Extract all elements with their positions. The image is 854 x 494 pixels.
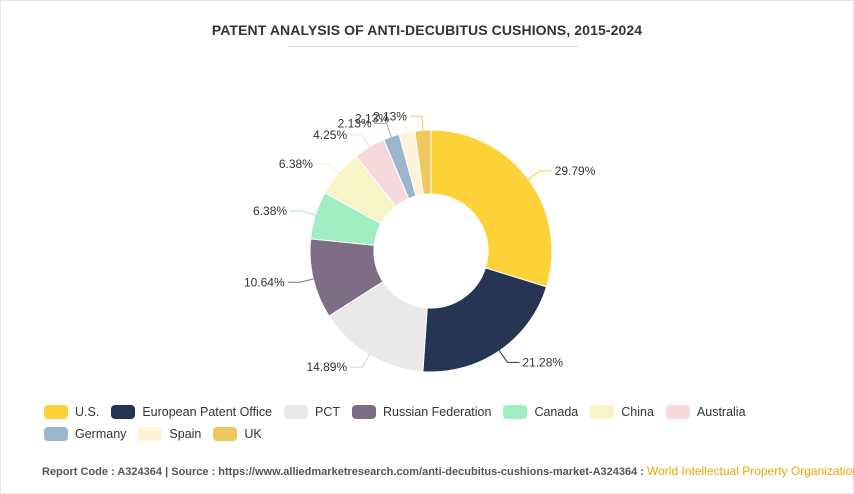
leader-european-patent-office [497, 348, 520, 363]
data-label-european-patent-office: 21.28% [522, 355, 563, 369]
legend-item-china[interactable]: China [590, 405, 654, 419]
legend-label: PCT [315, 405, 341, 419]
legend-label: China [621, 405, 654, 419]
footer-source-line: Report Code : A324364 | Source : https:/… [42, 464, 854, 478]
slice-european-patent-office[interactable] [422, 267, 548, 373]
donut-chart: 29.79%21.28%14.89%10.64%6.38%6.38%4.25%2… [244, 109, 596, 374]
legend-item-russian-federation[interactable]: Russian Federation [352, 405, 491, 419]
legend-swatch [111, 405, 136, 419]
legend-label: Australia [696, 405, 746, 419]
legend-label: UK [244, 427, 262, 441]
legend-swatch [284, 405, 309, 419]
data-label-germany: 2.13% [338, 116, 372, 130]
legend-label: Russian Federation [383, 405, 492, 419]
footer-separator: | [165, 466, 169, 478]
legend-item-u-s[interactable]: U.S. [44, 405, 99, 419]
chart-legend: U.S. European Patent Office PCT Russian Fed… [44, 405, 834, 441]
data-label-u-s: 29.79% [555, 164, 596, 178]
legend-label: U.S. [75, 405, 100, 419]
leader-uk [409, 115, 424, 133]
data-label-pct: 14.89% [306, 360, 347, 374]
leader-china [315, 163, 341, 175]
data-label-uk: 2.13% [373, 109, 407, 123]
legend-item-uk[interactable]: UK [213, 427, 262, 441]
data-label-spain: 2.13% [355, 112, 389, 126]
data-label-china: 6.38% [279, 157, 313, 171]
legend-item-australia[interactable]: Australia [665, 405, 746, 419]
leader-spain [392, 118, 408, 135]
leader-canada [290, 210, 318, 217]
leader-germany [374, 122, 393, 139]
leader-australia [350, 134, 371, 149]
source-text: Source : https://www.alliedmarketresearc… [171, 466, 644, 478]
title-divider [288, 46, 578, 47]
legend-swatch [352, 405, 377, 419]
leader-u-s [526, 170, 552, 181]
legend-swatch [44, 405, 68, 419]
data-label-canada: 6.38% [253, 204, 287, 218]
legend-swatch [665, 405, 690, 419]
data-label-australia: 4.25% [313, 128, 347, 142]
legend-item-european-patent-office[interactable]: European Patent Office [111, 405, 272, 419]
leader-russian-federation [287, 278, 316, 283]
legend-label: Germany [75, 427, 127, 441]
legend-swatch [213, 427, 238, 441]
slice-uk[interactable] [414, 129, 432, 196]
legend-item-pct[interactable]: PCT [284, 405, 340, 419]
legend-swatch [138, 427, 163, 441]
leader-pct [350, 353, 371, 368]
chart-title: PATENT ANALYSIS OF ANTI-DECUBITUS CUSHIO… [211, 22, 643, 38]
legend-swatch [590, 405, 615, 419]
legend-swatch [44, 427, 68, 441]
legend-item-canada[interactable]: Canada [503, 405, 578, 419]
legend-label: Spain [169, 427, 202, 441]
legend-item-spain[interactable]: Spain [138, 427, 201, 441]
data-label-russian-federation: 10.64% [244, 275, 285, 289]
slice-u-s[interactable] [430, 129, 553, 288]
source-organization: World Intellectual Property Organization [647, 464, 854, 478]
legend-label: European Patent Office [142, 405, 273, 419]
legend-label: Canada [534, 405, 579, 419]
legend-item-germany[interactable]: Germany [44, 427, 126, 441]
report-code: Report Code : A324364 [42, 466, 163, 478]
legend-swatch [503, 405, 528, 419]
